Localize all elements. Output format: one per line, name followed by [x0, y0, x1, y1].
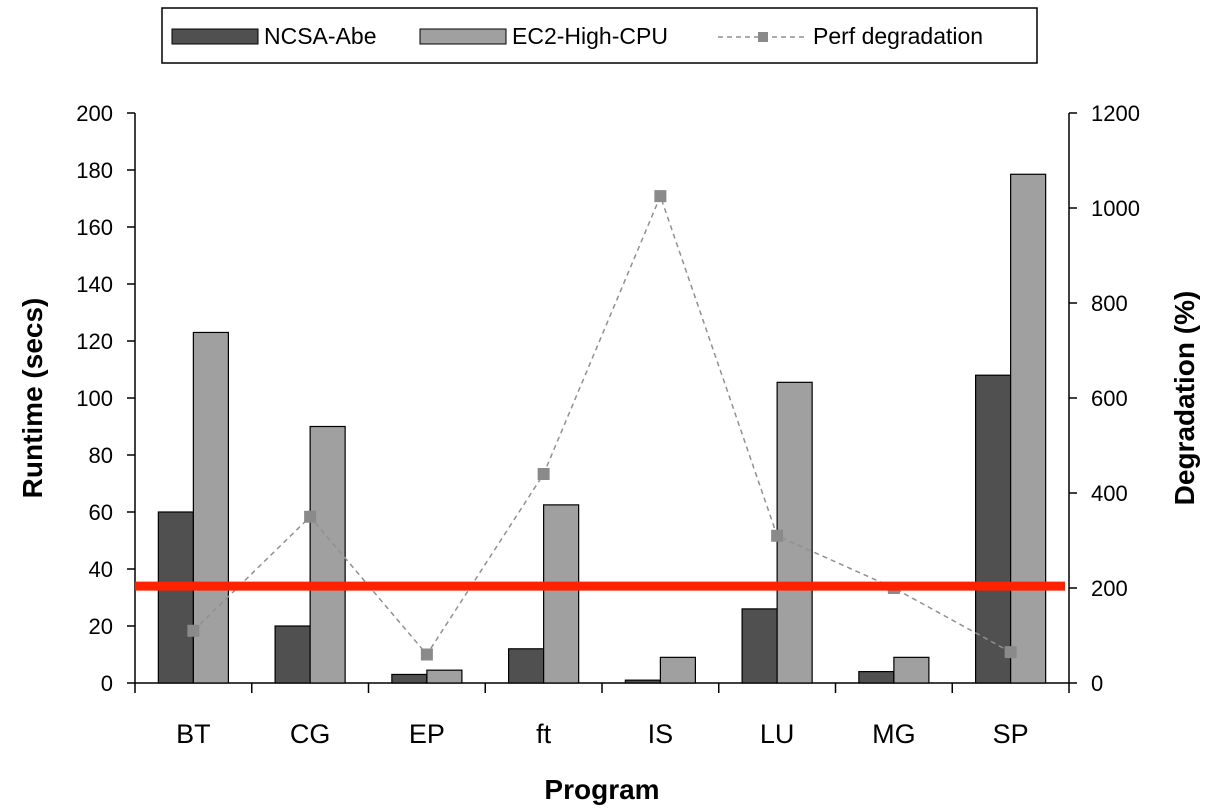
y-left-tick-label: 140 — [76, 272, 113, 297]
bars — [157, 173, 1047, 684]
x-tick-label: CG — [290, 719, 331, 749]
bar-ec2-high-cpu-is — [659, 656, 697, 684]
x-tick-label: MG — [872, 719, 916, 749]
bar-ec2-high-cpu-ft — [543, 504, 580, 684]
degradation-marker-sp — [1004, 646, 1017, 659]
legend-swatch-ncsa — [171, 28, 259, 45]
degradation-marker-cg — [304, 510, 317, 523]
x-axis-title: Program — [544, 774, 659, 805]
bar-ncsa-abe-bt — [157, 511, 194, 684]
y-right-tick-label: 1000 — [1091, 196, 1140, 221]
bar-ncsa-abe-sp — [974, 374, 1012, 684]
legend-label-degradation: Perf degradation — [813, 23, 983, 49]
y-left-tick-label: 120 — [76, 329, 113, 354]
y-left-tick-label: 80 — [89, 443, 113, 468]
bar-ncsa-abe-cg — [274, 625, 311, 684]
bar-ncsa-abe-ep — [391, 673, 428, 684]
x-axis-ticks: BT CG EP ft IS LU MG SP — [134, 683, 1070, 749]
x-tick-label: BT — [176, 719, 211, 749]
degradation-marker-ft — [537, 468, 550, 480]
y-axis-right-ticks: 0 200 400 600 800 1000 1200 — [1069, 101, 1140, 696]
x-tick-label: EP — [409, 719, 445, 749]
legend-frame — [161, 7, 1038, 64]
bar-ec2-high-cpu-bt — [192, 331, 230, 684]
y-axis-left-ticks: 0 20 40 60 80 100 120 140 160 180 200 — [76, 101, 135, 696]
y-left-tick-label: 180 — [76, 158, 113, 183]
bar-ec2-high-cpu-ep — [426, 669, 463, 684]
y-right-tick-label: 600 — [1091, 386, 1128, 411]
y-left-tick-label: 40 — [89, 557, 113, 582]
legend-swatch-ec2 — [419, 28, 507, 45]
x-tick-label: IS — [648, 719, 674, 749]
degradation-marker-ep — [420, 648, 433, 661]
degradation-line — [192, 194, 1011, 656]
bar-ec2-high-cpu-sp — [1010, 173, 1047, 684]
y-right-tick-label: 800 — [1091, 291, 1128, 316]
y-right-tick-label: 0 — [1091, 671, 1103, 696]
y-left-tick-label: 100 — [76, 386, 113, 411]
degradation-marker-is — [654, 190, 667, 203]
y-left-tick-label: 200 — [76, 101, 113, 126]
bar-ec2-high-cpu-mg — [893, 656, 930, 684]
bar-ncsa-abe-is — [624, 679, 661, 684]
bar-ncsa-abe-lu — [741, 608, 778, 684]
degradation-marker-bt — [187, 624, 200, 637]
x-tick-label: ft — [536, 719, 552, 749]
y-axis-left-title: Runtime (secs) — [17, 298, 48, 499]
legend-label-ec2: EC2-High-CPU — [512, 23, 668, 49]
y-left-tick-label: 60 — [89, 500, 113, 525]
y-right-tick-label: 400 — [1091, 481, 1128, 506]
y-left-tick-label: 0 — [101, 671, 113, 696]
bar-ncsa-abe-ft — [508, 648, 545, 684]
legend: NCSA-Abe EC2-High-CPU Perf degradation — [161, 7, 1038, 64]
x-tick-label: LU — [760, 719, 795, 749]
y-left-tick-label: 20 — [89, 614, 113, 639]
y-left-tick-label: 160 — [76, 215, 113, 240]
degradation-series — [187, 190, 1017, 661]
legend-label-ncsa: NCSA-Abe — [264, 23, 376, 49]
degradation-marker-lu — [771, 529, 784, 542]
y-right-tick-label: 200 — [1091, 576, 1128, 601]
y-axis-right-title: Degradation (%) — [1169, 291, 1200, 506]
bar-ec2-high-cpu-cg — [309, 425, 346, 684]
y-right-tick-label: 1200 — [1091, 101, 1140, 126]
bar-ncsa-abe-mg — [858, 670, 895, 684]
x-tick-label: SP — [993, 719, 1029, 749]
legend-marker-degradation — [758, 32, 768, 42]
